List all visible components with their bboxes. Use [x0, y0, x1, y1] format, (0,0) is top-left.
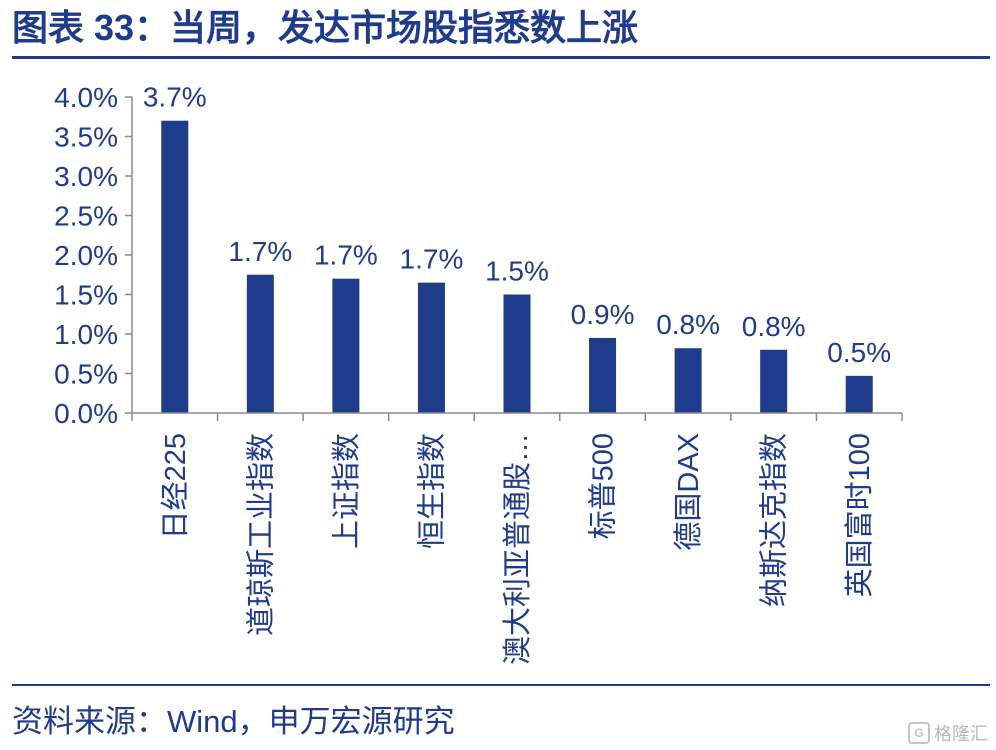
bar	[503, 294, 531, 413]
y-tick-label: 0.5%	[54, 359, 118, 390]
watermark-logo-icon: G	[908, 722, 930, 744]
y-tick-label: 3.0%	[54, 161, 118, 192]
data-label: 1.7%	[400, 244, 464, 275]
bar	[589, 337, 617, 413]
x-category-label: 英国富时100	[843, 433, 876, 597]
x-category-label: 恒生指数	[415, 433, 448, 549]
y-tick-label: 0.0%	[54, 398, 118, 429]
data-label: 0.9%	[571, 299, 635, 330]
data-label: 0.8%	[656, 309, 720, 340]
source-divider	[12, 684, 990, 686]
bar	[332, 278, 360, 413]
title-divider	[12, 56, 990, 59]
x-category-label: 标普500	[587, 433, 620, 539]
data-labels: 3.7% 1.7% 1.7% 1.7% 1.5% 0.9% 0.8% 0.8% 0.5%	[143, 82, 891, 368]
x-category-label: 澳大利亚普通股…	[501, 433, 534, 665]
bar	[674, 348, 702, 413]
y-tick-label: 4.0%	[54, 82, 118, 113]
x-axis: 日经225 道琼斯工业指数 上证指数 恒生指数 澳大利亚普通股… 标普500 德国DAX 纳斯…	[131, 412, 903, 665]
x-category-label: 日经225	[159, 433, 192, 539]
y-axis: 0.0% 0.5% 1.0% 1.5% 2.0% 2.5% 3.0% 3.5% 4.0%	[54, 82, 133, 429]
data-label: 0.8%	[742, 311, 806, 342]
y-tick-label: 3.5%	[54, 122, 118, 153]
source-note: 资料来源：Wind，申万宏源研究	[12, 704, 455, 739]
data-label: 1.7%	[228, 236, 292, 267]
watermark: G 格隆汇	[908, 720, 988, 746]
bars	[161, 120, 873, 413]
x-category-label: 德国DAX	[672, 433, 705, 551]
bar	[161, 120, 189, 413]
bar	[417, 282, 445, 413]
chart-title: 图表 33：当周，发达市场股指悉数上涨	[12, 7, 639, 48]
data-label: 3.7%	[143, 82, 207, 113]
bar	[760, 349, 788, 413]
y-tick-label: 2.0%	[54, 240, 118, 271]
bar	[845, 375, 873, 413]
y-tick-label: 1.0%	[54, 319, 118, 350]
x-category-label: 道琼斯工业指数	[244, 433, 277, 636]
bar	[246, 274, 274, 413]
data-label: 1.5%	[485, 256, 549, 287]
data-label: 1.7%	[314, 240, 378, 271]
x-category-label: 纳斯达克指数	[758, 433, 791, 607]
data-label: 0.5%	[827, 337, 891, 368]
x-category-label: 上证指数	[330, 433, 363, 549]
y-tick-label: 2.5%	[54, 201, 118, 232]
bar-chart: 0.0% 0.5% 1.0% 1.5% 2.0% 2.5% 3.0% 3.5% 4.0% 3.7…	[54, 82, 903, 665]
y-tick-label: 1.5%	[54, 280, 118, 311]
watermark-text: 格隆汇	[934, 724, 988, 744]
